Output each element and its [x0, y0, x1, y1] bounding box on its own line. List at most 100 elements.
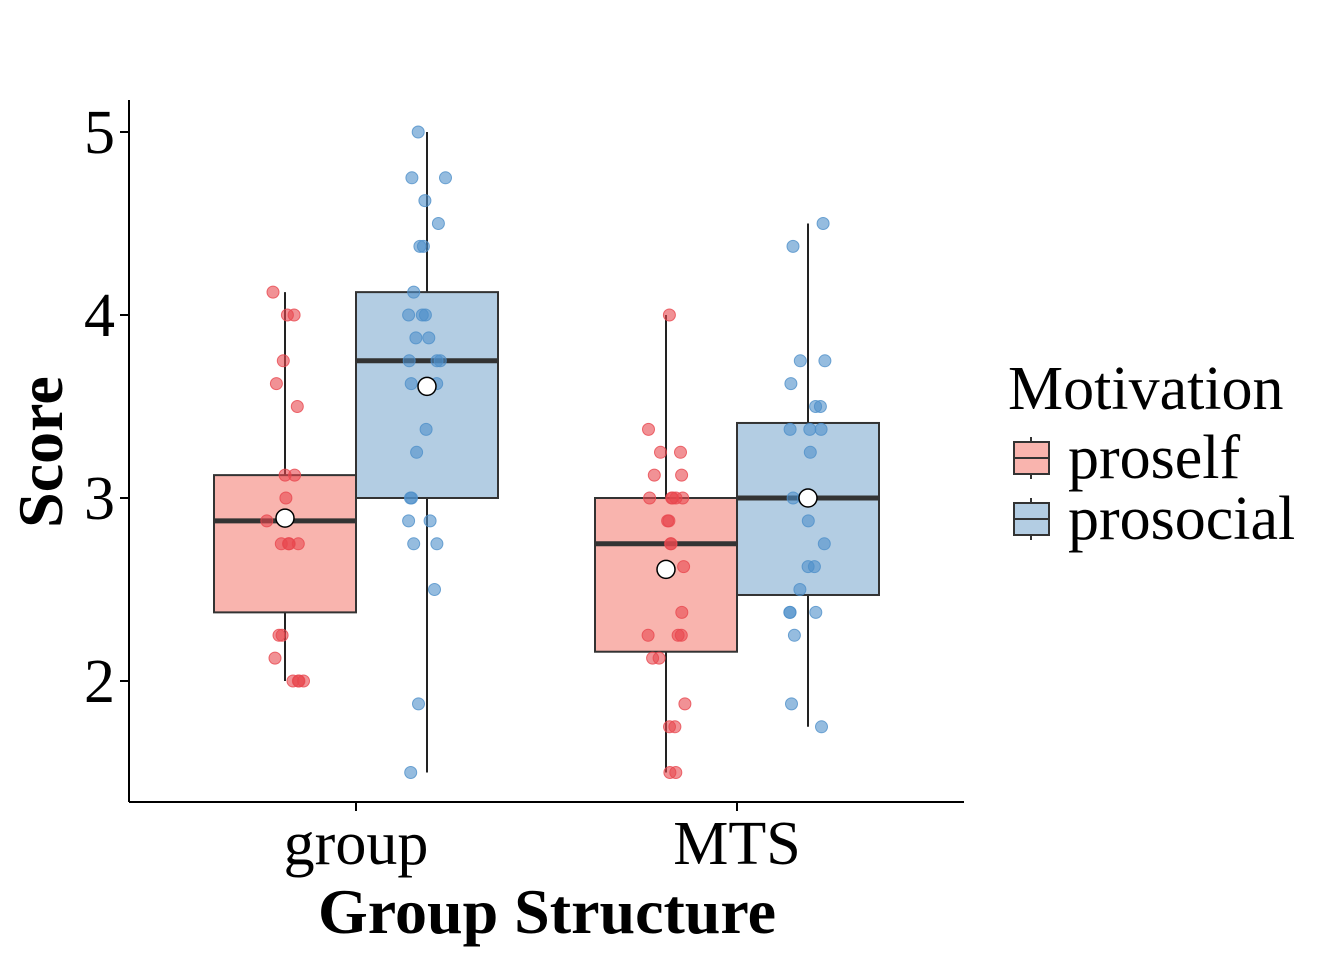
- data-point: [411, 125, 425, 139]
- data-point: [676, 491, 690, 505]
- data-point: [675, 605, 689, 619]
- legend-item-prosocial: prosocial: [1013, 485, 1295, 553]
- data-point: [662, 308, 676, 322]
- data-point: [783, 605, 797, 619]
- y-tick-label: 4: [84, 282, 115, 350]
- data-point: [409, 331, 423, 345]
- data-point: [783, 422, 797, 436]
- box-prosocial-group: [355, 125, 499, 779]
- data-point: [280, 308, 294, 322]
- mean-marker: [275, 508, 295, 528]
- legend-item-proself: proself: [1013, 424, 1241, 492]
- y-tick-label: 5: [84, 99, 115, 167]
- data-point: [674, 445, 687, 459]
- data-point: [678, 697, 692, 711]
- y-tick-label: 3: [84, 465, 115, 533]
- data-point: [815, 720, 828, 734]
- data-point: [816, 217, 830, 230]
- data-point: [418, 194, 432, 208]
- data-point: [809, 605, 823, 619]
- mean-marker: [656, 559, 676, 580]
- data-point: [260, 514, 274, 528]
- data-point: [410, 445, 424, 459]
- legend-title: Motivation: [1008, 355, 1284, 423]
- data-point: [291, 674, 305, 688]
- data-point: [641, 628, 655, 642]
- data-point: [407, 285, 421, 299]
- data-point: [669, 766, 683, 779]
- data-point: [793, 354, 807, 368]
- data-point: [817, 537, 831, 551]
- data-point: [661, 514, 675, 528]
- data-point: [787, 628, 801, 642]
- data-point: [793, 583, 807, 596]
- box-prosocial-MTS: [736, 217, 880, 734]
- data-point: [402, 514, 416, 528]
- y-axis: 2 3 4 5: [84, 99, 130, 802]
- data-point: [439, 171, 452, 185]
- mean-marker: [417, 376, 437, 397]
- data-point: [404, 766, 418, 779]
- data-point: [643, 491, 657, 505]
- data-point: [674, 628, 688, 642]
- data-point: [290, 400, 304, 413]
- data-point: [402, 354, 416, 368]
- data-point: [418, 308, 432, 322]
- data-point: [404, 377, 418, 391]
- data-point: [269, 377, 283, 391]
- box-proself-MTS: [594, 308, 738, 779]
- data-point: [266, 285, 280, 299]
- data-point: [430, 354, 444, 368]
- data-point: [274, 537, 288, 551]
- y-tick-label: 2: [84, 648, 115, 716]
- data-point: [813, 400, 827, 413]
- x-axis: group MTS: [129, 801, 964, 878]
- legend-label: prosocial: [1068, 485, 1295, 553]
- data-point: [413, 239, 427, 253]
- data-point: [803, 422, 817, 436]
- data-point: [402, 308, 416, 322]
- mean-marker: [798, 488, 818, 508]
- data-point: [276, 354, 290, 368]
- data-point: [412, 697, 425, 711]
- data-point: [646, 651, 660, 665]
- data-point: [428, 583, 441, 596]
- data-point: [818, 354, 832, 368]
- plot-area: [213, 125, 880, 779]
- data-point: [422, 331, 436, 345]
- data-point: [430, 537, 444, 551]
- data-point: [278, 468, 292, 482]
- data-point: [784, 377, 798, 391]
- data-point: [786, 239, 800, 253]
- data-point: [675, 468, 689, 482]
- data-point: [279, 491, 293, 505]
- data-point: [785, 697, 798, 711]
- data-point: [803, 445, 817, 459]
- data-point: [423, 514, 437, 528]
- data-point: [404, 491, 417, 505]
- data-point: [291, 537, 305, 551]
- data-point: [654, 445, 667, 459]
- data-point: [405, 171, 419, 185]
- x-tick-label: group: [284, 810, 429, 878]
- box-proself-group: [213, 285, 357, 688]
- data-point: [801, 560, 815, 574]
- data-point: [275, 628, 289, 642]
- x-axis-title: Group Structure: [318, 876, 776, 947]
- data-point: [664, 537, 678, 551]
- data-point: [668, 720, 682, 734]
- data-point: [431, 217, 445, 230]
- data-point: [642, 422, 655, 436]
- data-point: [419, 422, 433, 436]
- legend-label: proself: [1068, 424, 1241, 492]
- data-point: [677, 560, 691, 574]
- data-point: [801, 514, 815, 528]
- data-point: [407, 537, 421, 551]
- y-axis-title: Score: [5, 376, 76, 528]
- data-point: [268, 651, 282, 665]
- x-tick-label: MTS: [673, 810, 800, 878]
- data-point: [814, 422, 828, 436]
- data-point: [647, 468, 661, 482]
